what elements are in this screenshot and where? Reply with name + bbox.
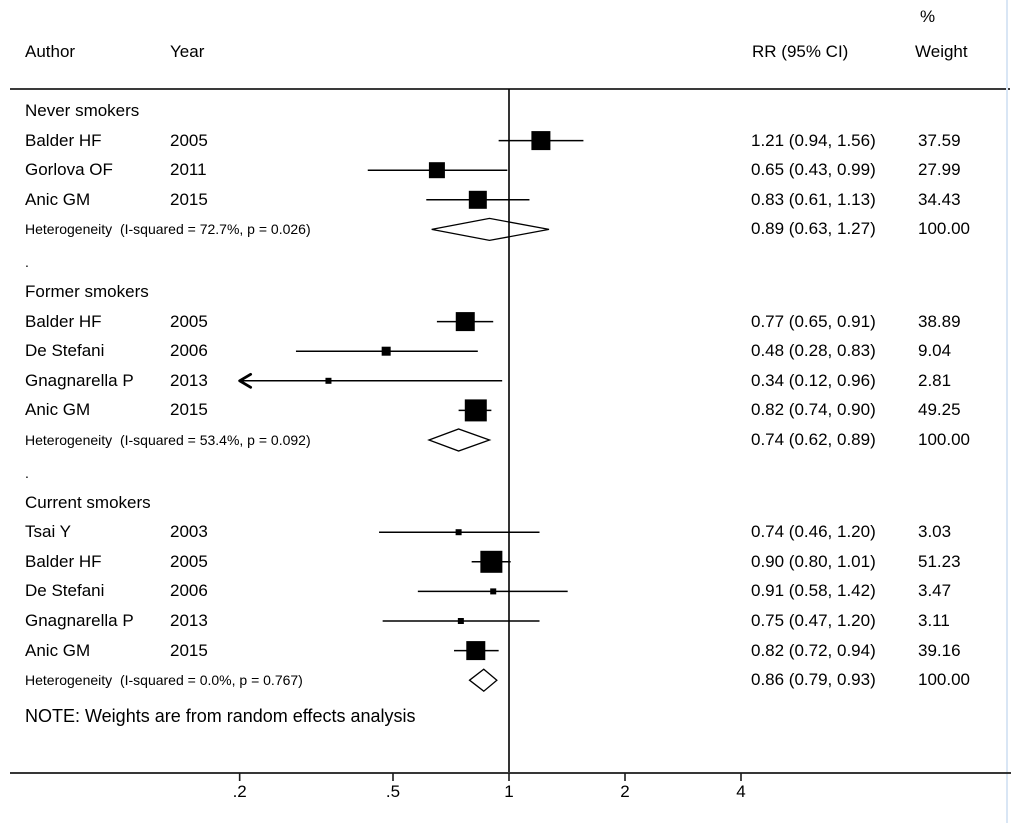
study-author: Tsai Y [25, 522, 71, 542]
study-rr: 0.90 (0.80, 1.01) [751, 551, 876, 571]
study-weight: 38.89 [918, 311, 961, 331]
effect-square [455, 529, 462, 536]
pooled-diamond [431, 217, 550, 242]
pooled-diamond [427, 428, 492, 452]
study-author: Anic GM [25, 640, 91, 660]
axis-tick-label: 1 [504, 782, 514, 801]
effect-square [464, 399, 487, 422]
axis-tick-label: 4 [736, 782, 746, 801]
group-label: Current smokers [25, 492, 151, 512]
effect-square [480, 550, 503, 573]
study-rr: 0.74 (0.46, 1.20) [751, 522, 876, 542]
effect-square [325, 377, 332, 384]
study-author: Gorlova OF [25, 160, 113, 180]
study-year: 2005 [170, 311, 208, 331]
study-year: 2011 [170, 160, 207, 180]
study-rr: 0.65 (0.43, 0.99) [751, 160, 876, 180]
study-weight: 27.99 [918, 160, 961, 180]
study-rr: 0.48 (0.28, 0.83) [751, 341, 876, 361]
study-rr: 0.82 (0.74, 0.90) [751, 400, 876, 420]
column-header-percent: % [920, 7, 936, 26]
study-rr: 0.75 (0.47, 1.20) [751, 611, 876, 630]
study-author: De Stefani [25, 341, 105, 361]
pooled-weight: 100.00 [918, 219, 970, 239]
header-rule [10, 88, 1010, 90]
effect-square [490, 588, 497, 595]
study-year: 2006 [170, 341, 208, 361]
blank-row-dot: . [25, 465, 29, 481]
axis-tick-label: .2 [232, 782, 247, 801]
study-weight: 34.43 [918, 189, 961, 209]
effect-square [457, 618, 464, 624]
pooled-diamond [468, 668, 498, 693]
column-header-rr-ci: RR (95% CI) [752, 42, 849, 61]
study-year: 2006 [170, 581, 208, 601]
study-rr: 0.83 (0.61, 1.13) [751, 189, 876, 209]
pooled-rr: 0.74 (0.62, 0.89) [751, 430, 876, 449]
study-rr: 1.21 (0.94, 1.56) [751, 130, 876, 150]
pooled-weight: 100.00 [918, 670, 970, 690]
blank-row-dot: . [25, 254, 29, 271]
heterogeneity-label: Heterogeneity (I-squared = 0.0%, p = 0.7… [25, 672, 303, 689]
study-rr: 0.91 (0.58, 1.42) [751, 581, 876, 601]
pooled-rr: 0.89 (0.63, 1.27) [751, 219, 876, 239]
study-weight: 3.47 [918, 581, 952, 601]
study-year: 2015 [170, 400, 208, 420]
right-border-line [1006, 0, 1008, 823]
study-year: 2003 [170, 522, 208, 542]
study-weight: 3.11 [918, 611, 950, 630]
study-weight: 49.25 [918, 400, 961, 420]
study-weight: 37.59 [918, 130, 961, 150]
effect-square [531, 131, 551, 151]
heterogeneity-label: Heterogeneity (I-squared = 53.4%, p = 0.… [25, 432, 311, 448]
study-weight: 9.04 [918, 341, 952, 361]
study-author: Balder HF [25, 551, 102, 571]
study-author: Anic GM [25, 189, 91, 209]
pooled-rr: 0.86 (0.79, 0.93) [751, 670, 876, 690]
study-year: 2015 [170, 640, 208, 660]
ci-clip-arrow [238, 372, 253, 389]
study-weight: 39.16 [918, 640, 961, 660]
study-author: Gnagnarella P [25, 370, 134, 390]
effect-square [455, 312, 475, 332]
study-author: Balder HF [25, 311, 102, 331]
note-text: NOTE: Weights are from random effects an… [25, 706, 416, 726]
column-header-author: Author [25, 42, 76, 61]
effect-square [466, 641, 486, 661]
effect-square [381, 346, 391, 356]
study-author: Gnagnarella P [25, 611, 134, 630]
study-rr: 0.34 (0.12, 0.96) [751, 370, 876, 390]
study-author: De Stefani [25, 581, 105, 601]
study-year: 2005 [170, 130, 208, 150]
effect-square [468, 190, 487, 209]
study-weight: 2.81 [918, 370, 952, 390]
column-header-weight: Weight [915, 42, 968, 61]
column-header-year: Year [170, 42, 205, 61]
study-author: Anic GM [25, 400, 91, 420]
effect-square [428, 162, 445, 179]
study-weight: 51.23 [918, 551, 961, 571]
study-year: 2015 [170, 189, 208, 209]
group-label: Former smokers [25, 282, 149, 301]
study-year: 2013 [170, 370, 208, 390]
study-rr: 0.82 (0.72, 0.94) [751, 640, 876, 660]
study-weight: 3.03 [918, 522, 952, 542]
study-rr: 0.77 (0.65, 0.91) [751, 311, 876, 331]
study-author: Balder HF [25, 130, 102, 150]
study-year: 2005 [170, 551, 208, 571]
study-year: 2013 [170, 611, 208, 630]
axis-tick-label: .5 [385, 782, 401, 801]
group-label: Never smokers [25, 101, 140, 120]
axis-tick-label: 2 [620, 782, 630, 801]
pooled-weight: 100.00 [918, 430, 970, 449]
heterogeneity-label: Heterogeneity (I-squared = 72.7%, p = 0.… [25, 221, 311, 238]
